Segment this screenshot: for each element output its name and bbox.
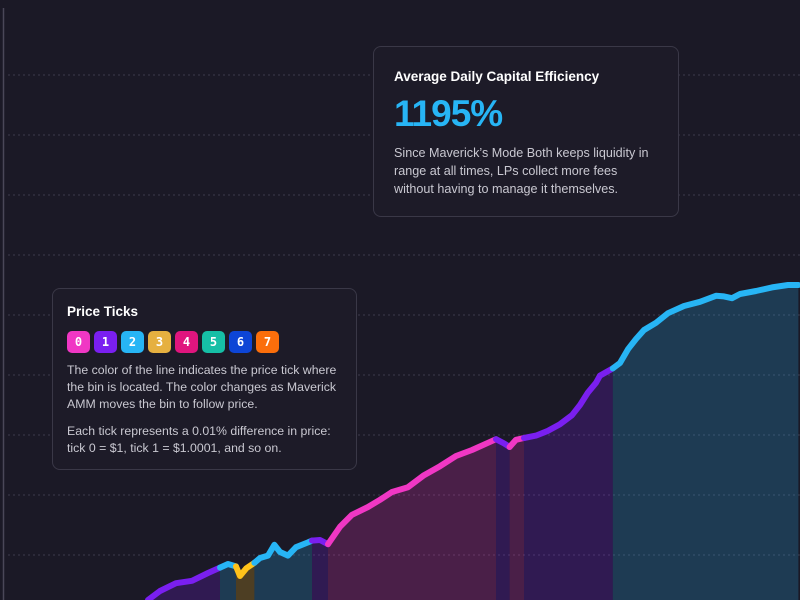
efficiency-title: Average Daily Capital Efficiency [394,69,600,84]
tick-badge-4: 4 [175,331,198,353]
area-segment-tick-2 [612,285,799,600]
line-segment-tick-1 [145,564,223,600]
area-segment-tick-0 [509,438,524,600]
area-segment-tick-0 [328,439,496,600]
line-segment-tick-3 [233,559,258,579]
area-segment-tick-1 [312,540,328,600]
area-segment-tick-1 [524,368,613,600]
tick-badge-5: 5 [202,331,225,353]
area-segment-tick-2 [254,540,312,600]
tick-badge-7: 7 [256,331,279,353]
line-segment-tick-2 [251,537,315,566]
tick-badge-0: 0 [67,331,90,353]
price-ticks-card: Price Ticks 0 1 2 3 4 5 6 7 The color of… [52,288,357,470]
tick-badge-3: 3 [148,331,171,353]
tick-badge-1: 1 [94,331,117,353]
price-ticks-title: Price Ticks [67,304,139,319]
tick-legend: 0 1 2 3 4 5 6 7 [67,331,342,353]
line-segments [145,282,800,600]
line-segment-tick-2 [609,282,800,372]
tick-badge-6: 6 [229,331,252,353]
efficiency-value: 1195% [394,93,503,134]
line-segment-tick-1 [309,537,331,548]
area-segment-tick-2 [220,564,236,600]
line-segment-tick-1 [521,365,616,441]
area-fills [148,285,799,600]
price-ticks-example: Each tick represents a 0.01% difference … [67,424,331,455]
area-segment-tick-1 [496,439,510,600]
area-segment-tick-3 [236,562,255,600]
line-segment-tick-0 [325,436,499,548]
tick-badge-2: 2 [121,331,144,353]
price-ticks-description: The color of the line indicates the pric… [67,363,337,411]
capital-efficiency-card: Average Daily Capital Efficiency 1195% S… [373,46,679,217]
efficiency-description: Since Maverick’s Mode Both keeps liquidi… [394,146,649,196]
